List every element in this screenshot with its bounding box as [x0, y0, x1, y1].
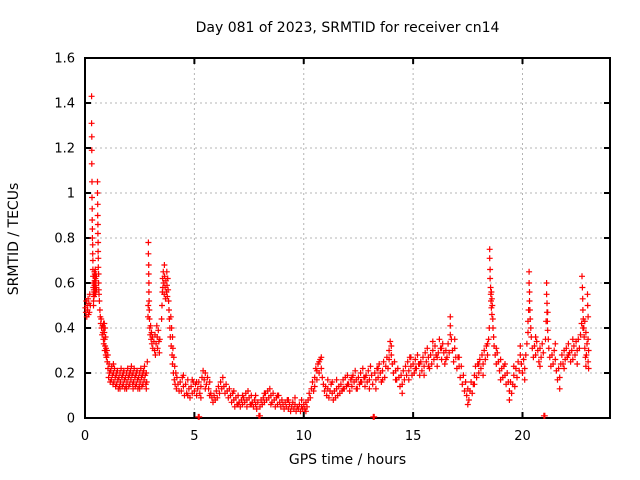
y-tick-label: 0.8: [54, 232, 75, 247]
x-tick-label: 10: [295, 429, 312, 444]
y-tick-label: 1.6: [54, 52, 75, 67]
x-axis-label: GPS time / hours: [288, 452, 407, 468]
x-tick-label: 15: [405, 429, 422, 444]
y-tick-label: 0.2: [54, 367, 75, 382]
y-tick-label: 1.4: [54, 97, 75, 112]
y-axis-label: SRMTID / TECUs: [6, 182, 22, 296]
x-tick-label: 0: [81, 429, 89, 444]
y-tick-label: 1.2: [54, 142, 75, 157]
x-tick-label: 5: [190, 429, 198, 444]
y-tick-label: 1: [67, 187, 75, 202]
grid-lines: [85, 58, 610, 418]
y-tick-label: 0.6: [54, 277, 75, 292]
x-tick-label: 20: [514, 429, 531, 444]
y-tick-label: 0: [67, 412, 75, 427]
y-tick-label: 0.4: [54, 322, 75, 337]
plot-border: [84, 57, 611, 419]
chart-title: Day 081 of 2023, SRMTID for receiver cn1…: [195, 20, 500, 36]
data-points: [82, 93, 592, 420]
